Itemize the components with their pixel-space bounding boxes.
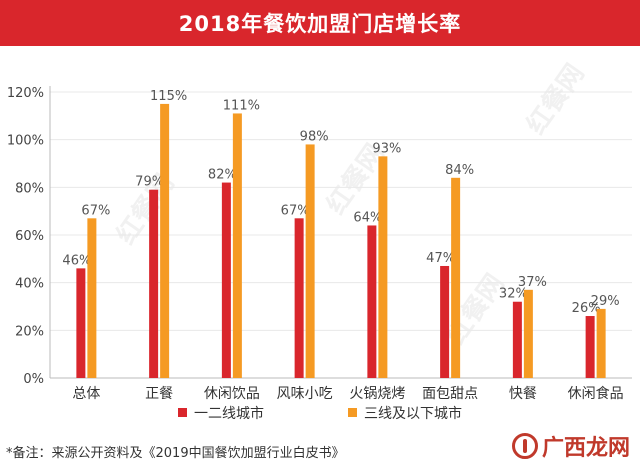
y-tick-label: 120%: [7, 86, 44, 101]
x-tick-label: 面包甜点: [422, 386, 478, 402]
brand-name: 广西龙网: [541, 436, 630, 461]
brand-logo-icon: [511, 433, 538, 459]
data-label: 79%: [135, 175, 164, 190]
data-label: 67%: [81, 203, 110, 218]
data-label: 82%: [208, 168, 237, 183]
bar-tier3-cities: [232, 113, 242, 378]
data-label: 67%: [281, 203, 310, 218]
data-label: 37%: [518, 275, 547, 290]
data-label: 26%: [572, 301, 601, 316]
x-tick-label: 休闲食品: [568, 385, 624, 402]
data-label: 84%: [445, 163, 474, 178]
bar-tier1-2-cities: [512, 301, 522, 378]
bar-tier1-2-cities: [149, 189, 159, 378]
data-label: 47%: [426, 251, 455, 266]
x-tick-label: 正餐: [145, 386, 173, 402]
y-tick-label: 60%: [15, 229, 44, 244]
x-tick-label: 火锅烧烤: [349, 386, 405, 402]
chart-title-banner: 2018年餐饮加盟门店增长率: [0, 0, 640, 46]
data-label: 115%: [150, 89, 187, 104]
bar-chart: 红餐网 红餐网红餐网红餐网0%20%40%60%80%100%120%46%67%…: [7, 58, 632, 422]
bar-tier3-cities: [305, 144, 315, 378]
bar-tier1-2-cities: [294, 218, 304, 378]
chart-title: 2018年餐饮加盟门店增长率: [178, 12, 462, 36]
y-tick-label: 100%: [7, 134, 44, 149]
bar-tier3-cities: [451, 177, 461, 378]
x-tick-label: 总体: [72, 386, 100, 402]
data-label: 98%: [300, 129, 329, 144]
bar-tier3-cities: [87, 218, 97, 378]
bar-tier1-2-cities: [221, 182, 231, 378]
bar-tier1-2-cities: [585, 316, 595, 378]
data-label: 32%: [499, 287, 528, 302]
x-tick-label: 休闲饮品: [204, 386, 260, 402]
data-label: 29%: [591, 294, 620, 309]
x-tick-label: 快餐: [509, 386, 537, 402]
y-tick-label: 80%: [15, 181, 44, 196]
bar-tier3-cities: [596, 308, 606, 378]
brand-logo: 广西龙网: [511, 430, 630, 462]
source-note: *备注：来源公开资料及《2019中国餐饮加盟行业白皮书》: [6, 446, 345, 461]
bar-tier1-2-cities: [440, 265, 450, 378]
bar-tier1-2-cities: [367, 225, 377, 378]
y-tick-label: 40%: [15, 277, 44, 292]
legend-label: 一二线城市: [194, 405, 264, 422]
watermark-text: 红餐网: [440, 268, 510, 350]
legend-swatch-tier1-2: [178, 408, 187, 417]
x-tick-label: 风味小吃: [277, 386, 333, 402]
y-tick-label: 20%: [15, 324, 44, 339]
data-label: 111%: [223, 98, 260, 113]
bar-tier3-cities: [523, 289, 533, 378]
data-label: 93%: [372, 141, 401, 156]
y-tick-label: 0%: [23, 372, 44, 387]
data-label: 46%: [62, 253, 91, 268]
bar-tier3-cities: [160, 103, 170, 378]
legend-swatch-tier3: [348, 408, 357, 417]
legend-label: 三线及以下城市: [364, 405, 462, 422]
bar-tier1-2-cities: [76, 268, 86, 378]
watermark-text: 红餐网: [520, 58, 590, 140]
data-label: 64%: [353, 210, 382, 225]
bar-tier3-cities: [378, 156, 388, 378]
